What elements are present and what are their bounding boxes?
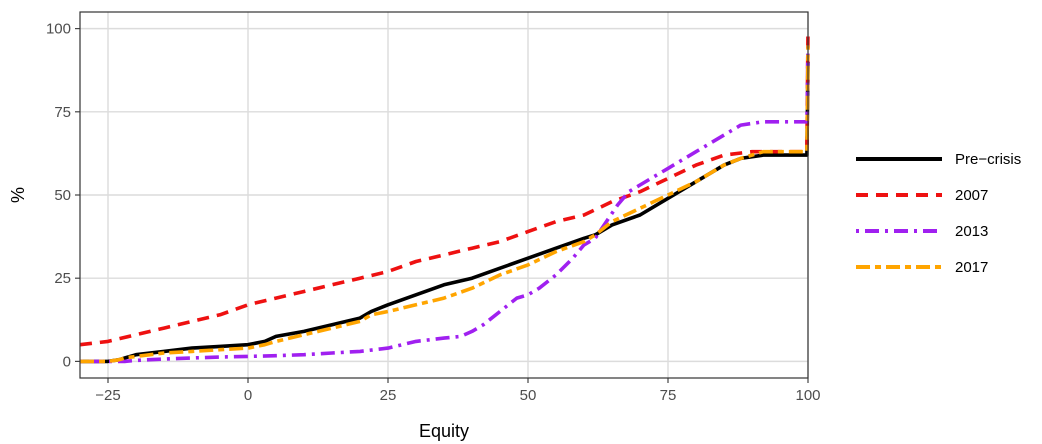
x-tick-label: −25 (95, 387, 120, 404)
y-axis-title: % (8, 187, 28, 203)
legend-label-1: 2007 (955, 187, 988, 204)
series-line-3 (80, 45, 810, 364)
axis-ticks: −25 0 25 50 75 100 0 25 50 75 100 (46, 21, 821, 404)
y-tick-label: 25 (54, 270, 71, 287)
legend: Pre−crisis 2007 2013 2017 (856, 151, 1021, 276)
y-tick-label: 50 (54, 187, 71, 204)
legend-label-2: 2013 (955, 223, 988, 240)
x-tick-label: 100 (795, 387, 820, 404)
x-tick-label: 0 (244, 387, 252, 404)
series-line-1 (79, 28, 810, 347)
legend-label-3: 2017 (955, 259, 988, 276)
series-layer (79, 28, 810, 364)
y-tick-label: 100 (46, 21, 71, 38)
legend-label-0: Pre−crisis (955, 151, 1021, 168)
x-tick-label: 25 (380, 387, 397, 404)
series-line-2 (80, 45, 810, 364)
x-tick-label: 75 (660, 387, 677, 404)
y-tick-label: 0 (63, 353, 71, 370)
y-tick-label: 75 (54, 104, 71, 121)
x-tick-label: 50 (520, 387, 537, 404)
x-axis-title: Equity (419, 421, 469, 441)
grid (80, 12, 809, 378)
